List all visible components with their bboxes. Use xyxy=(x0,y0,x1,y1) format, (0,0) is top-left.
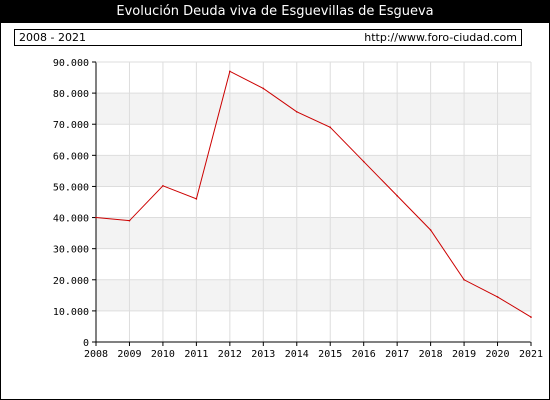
x-tick-label: 2020 xyxy=(485,349,509,360)
data-point xyxy=(496,296,499,298)
x-tick-label: 2008 xyxy=(84,349,108,360)
x-tick-label: 2014 xyxy=(285,349,309,360)
grid-lines xyxy=(96,61,531,342)
grid-band xyxy=(96,248,531,280)
y-tick-label: 0 xyxy=(83,338,89,349)
x-tick-label: 2013 xyxy=(251,349,275,360)
grid-band xyxy=(96,124,531,156)
data-point xyxy=(530,316,532,318)
y-tick-label: 10.000 xyxy=(53,307,89,318)
grid-band xyxy=(96,310,531,342)
x-tick-label: 2018 xyxy=(419,349,443,360)
grid-band xyxy=(96,186,531,218)
x-tick-label: 2012 xyxy=(218,349,242,360)
x-tick-label: 2009 xyxy=(117,349,141,360)
x-tick-label: 2016 xyxy=(352,349,376,360)
y-tick-label: 40.000 xyxy=(53,214,89,225)
data-point xyxy=(128,219,131,222)
grid-band xyxy=(96,155,531,187)
data-point xyxy=(195,198,198,200)
data-point xyxy=(429,229,432,231)
y-tick-label: 60.000 xyxy=(53,151,89,162)
period-label: 2008 - 2021 xyxy=(19,31,86,44)
grid-band xyxy=(96,217,531,249)
data-point xyxy=(463,278,465,281)
axes xyxy=(95,61,532,343)
series-line xyxy=(95,70,532,318)
x-axis-ticks: 2008 2009 2010 2011 2012 2013 2014 2015 2016 2017… xyxy=(84,342,543,360)
y-axis-ticks: 0 10.000 20.000 30.000 40.000 50.000 60.000 70.… xyxy=(53,58,96,349)
data-point xyxy=(229,70,231,73)
x-tick-label: 2021 xyxy=(519,349,543,360)
grid-band xyxy=(96,62,531,94)
x-tick-label: 2019 xyxy=(452,349,476,360)
y-tick-label: 90.000 xyxy=(53,58,89,69)
data-point xyxy=(396,194,398,197)
data-point xyxy=(295,110,298,113)
data-point xyxy=(362,160,365,163)
data-point xyxy=(162,185,164,187)
y-tick-label: 30.000 xyxy=(53,245,89,256)
y-tick-label: 50.000 xyxy=(53,182,89,193)
y-tick-label: 20.000 xyxy=(53,276,89,287)
source-link[interactable]: http://www.foro-ciudad.com xyxy=(364,31,517,44)
background-bands xyxy=(96,62,531,342)
info-box: 2008 - 2021 http://www.foro-ciudad.com xyxy=(14,29,522,46)
x-tick-label: 2015 xyxy=(318,349,342,360)
series-group xyxy=(95,70,532,318)
data-point xyxy=(329,126,332,129)
data-point xyxy=(95,216,97,219)
x-tick-label: 2011 xyxy=(184,349,208,360)
chart-title: Evolución Deuda viva de Esguevillas de E… xyxy=(1,1,549,23)
data-point xyxy=(262,87,265,90)
x-tick-label: 2017 xyxy=(385,349,409,360)
y-tick-label: 70.000 xyxy=(53,120,89,131)
x-tick-label: 2010 xyxy=(151,349,175,360)
y-tick-label: 80.000 xyxy=(53,89,89,100)
grid-band xyxy=(96,279,531,311)
